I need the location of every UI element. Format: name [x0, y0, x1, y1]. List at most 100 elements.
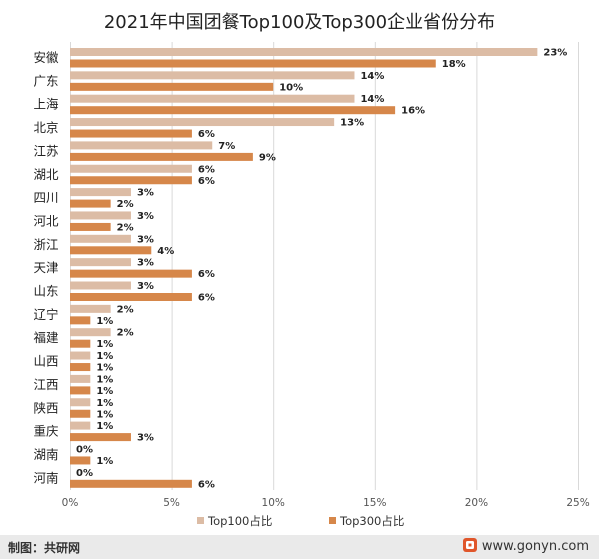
- data-label: 6%: [198, 479, 215, 490]
- data-label: 23%: [543, 48, 567, 59]
- bar: [70, 199, 111, 208]
- source-credit: 制图：共研网: [8, 541, 81, 555]
- bar: [70, 176, 192, 185]
- data-label: 9%: [259, 152, 276, 163]
- bar: [70, 328, 111, 337]
- bar: [70, 211, 131, 220]
- data-label: 16%: [401, 106, 425, 117]
- bar: [70, 409, 91, 418]
- bar: [70, 164, 192, 173]
- category-label: 安徽: [33, 50, 59, 65]
- data-label: 1%: [96, 374, 113, 385]
- bar: [70, 48, 538, 56]
- data-label: 7%: [218, 141, 235, 152]
- category-label: 河南: [33, 470, 58, 485]
- legend: Top100占比 Top300占比: [0, 512, 599, 530]
- category-label: 江苏: [33, 143, 58, 158]
- category-label: 湖南: [33, 447, 58, 462]
- bar: [70, 258, 131, 267]
- bar: [70, 304, 111, 313]
- bar: [70, 398, 91, 407]
- legend-label-top100: Top100占比: [208, 514, 273, 528]
- data-label: 6%: [198, 129, 215, 140]
- category-label: 北京: [33, 120, 58, 135]
- category-label: 广东: [33, 73, 58, 88]
- data-label: 1%: [96, 456, 113, 467]
- bar: [70, 246, 152, 255]
- data-label: 1%: [96, 339, 113, 350]
- bar: [70, 188, 131, 197]
- data-label: 1%: [96, 363, 113, 374]
- category-label: 四川: [33, 190, 58, 205]
- bar: [70, 421, 91, 430]
- x-tick-label: 15%: [363, 497, 386, 509]
- data-label: 2%: [117, 304, 134, 315]
- x-axis-tick-labels: 0% 5% 10% 15% 20% 25%: [62, 497, 590, 509]
- x-tick-label: 10%: [262, 497, 285, 509]
- category-label: 上海: [33, 97, 59, 112]
- bar: [70, 141, 213, 150]
- data-label: 6%: [198, 293, 215, 304]
- bar: [70, 386, 91, 395]
- data-label: 2%: [117, 199, 134, 210]
- x-tick-label: 0%: [62, 497, 79, 509]
- legend-label-top300: Top300占比: [340, 514, 405, 528]
- data-label: 13%: [340, 118, 364, 129]
- category-label: 浙江: [33, 237, 58, 252]
- site-url[interactable]: www.gonyn.com: [481, 539, 589, 554]
- bar: [70, 316, 91, 325]
- bar: [70, 118, 335, 127]
- category-label: 重庆: [33, 424, 59, 439]
- legend-item-top100: Top100占比: [197, 512, 272, 530]
- data-label: 1%: [96, 386, 113, 397]
- data-label: 14%: [360, 94, 384, 105]
- data-label: 3%: [137, 188, 154, 199]
- category-label: 湖北: [33, 167, 59, 182]
- data-label: 1%: [96, 398, 113, 409]
- bar: [70, 351, 91, 360]
- site-brand: www.gonyn.com: [462, 538, 589, 554]
- chart-title: 2021年中国团餐Top100及Top300企业省份分布: [103, 12, 496, 33]
- data-label: 2%: [117, 222, 134, 233]
- bars: [70, 48, 538, 488]
- category-label: 天津: [33, 260, 58, 275]
- data-label: 18%: [442, 59, 466, 70]
- data-label: 4%: [157, 246, 174, 257]
- x-tick-label: 5%: [163, 497, 180, 509]
- category-label: 福建: [33, 330, 59, 345]
- category-label: 山东: [33, 284, 58, 299]
- bar: [70, 152, 253, 161]
- legend-swatch-top300: [329, 517, 336, 524]
- data-label: 1%: [96, 421, 113, 432]
- category-label: 山西: [33, 354, 58, 369]
- data-label: 0%: [76, 444, 93, 455]
- data-label: 10%: [279, 82, 303, 93]
- bar: [70, 433, 131, 442]
- bar: [70, 234, 131, 243]
- bar: [70, 456, 91, 465]
- data-label: 1%: [96, 316, 113, 327]
- site-logo-icon: [462, 538, 477, 552]
- data-label: 1%: [96, 351, 113, 362]
- bar: [70, 82, 274, 91]
- category-label: 陕西: [33, 400, 58, 415]
- data-label: 0%: [76, 468, 93, 479]
- data-label: 6%: [198, 176, 215, 187]
- bar: [70, 281, 131, 290]
- data-label: 3%: [137, 433, 154, 444]
- category-label: 江西: [33, 377, 58, 392]
- x-tick-label: 20%: [465, 497, 488, 509]
- data-label: 2%: [117, 328, 134, 339]
- x-tick-label: 25%: [566, 497, 589, 509]
- data-label: 6%: [198, 164, 215, 175]
- bar: [70, 479, 192, 488]
- data-label: 3%: [137, 281, 154, 292]
- data-label: 3%: [137, 234, 154, 245]
- legend-swatch-top100: [197, 517, 204, 524]
- bar: [70, 269, 192, 278]
- category-label: 辽宁: [33, 307, 58, 322]
- bar: [70, 374, 91, 383]
- footer-bar: 制图：共研网 www.gonyn.com: [0, 535, 599, 559]
- bar: [70, 363, 91, 372]
